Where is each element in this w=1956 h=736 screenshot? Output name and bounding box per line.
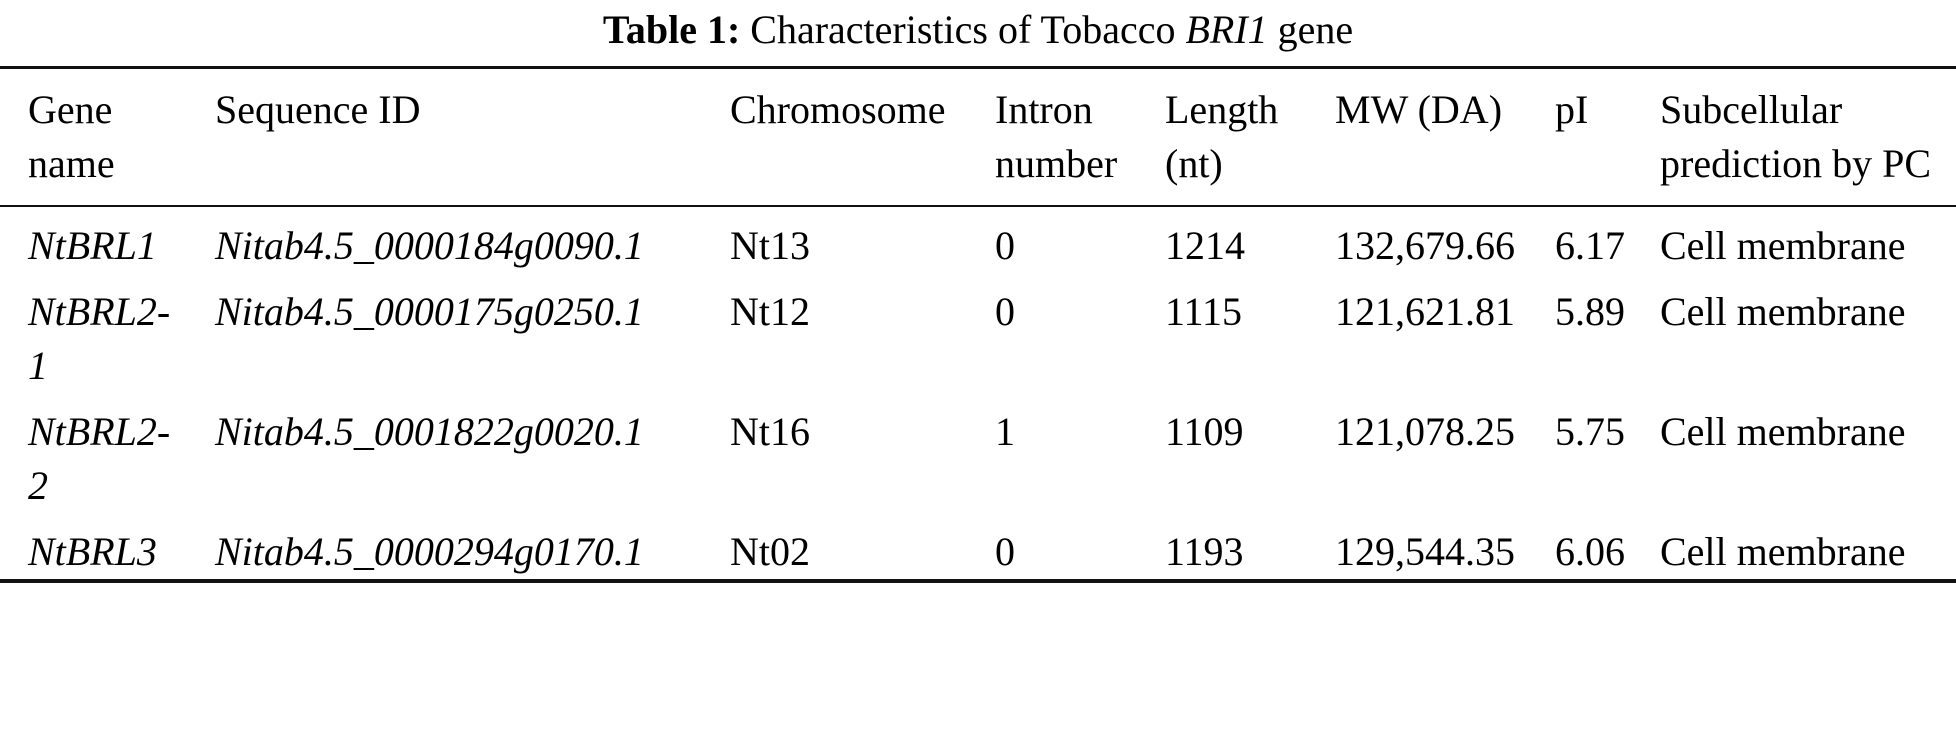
col-header-mw-da: MW (DA) xyxy=(1335,87,1503,132)
cell-chromosome: Nt12 xyxy=(730,289,810,334)
cell-subcellular-prediction: Cell membrane xyxy=(1660,223,1906,268)
cell-length-nt: 1193 xyxy=(1165,529,1244,574)
cell-pi: 5.89 xyxy=(1555,289,1625,334)
cell-sequence-id: Nitab4.5_0000175g0250.1 xyxy=(215,289,644,334)
cell-subcellular-prediction: Cell membrane xyxy=(1660,289,1906,334)
cell-intron-number: 0 xyxy=(995,223,1015,268)
table-row: NtBRL2-1 Nitab4.5_0000175g0250.1 Nt12 0 … xyxy=(0,273,1956,393)
col-header-intron-number: Intron number xyxy=(995,87,1118,186)
table-body: NtBRL1 Nitab4.5_0000184g0090.1 Nt13 0 12… xyxy=(0,206,1956,581)
cell-length-nt: 1214 xyxy=(1165,223,1245,268)
cell-length-nt: 1109 xyxy=(1165,409,1244,454)
cell-intron-number: 0 xyxy=(995,529,1015,574)
col-header-pi: pI xyxy=(1555,87,1589,132)
table-caption: Table 1: Characteristics of Tobacco BRI1… xyxy=(0,0,1956,56)
col-header-gene-name: Gene name xyxy=(28,87,115,186)
table-row: NtBRL1 Nitab4.5_0000184g0090.1 Nt13 0 12… xyxy=(0,206,1956,273)
gene-characteristics-table: Gene name Sequence ID Chromosome Intron … xyxy=(0,66,1956,583)
cell-sequence-id: Nitab4.5_0000184g0090.1 xyxy=(215,223,644,268)
cell-intron-number: 1 xyxy=(995,409,1015,454)
cell-gene-name: NtBRL1 xyxy=(28,223,157,268)
cell-mw-da: 121,621.81 xyxy=(1335,289,1515,334)
cell-gene-name: NtBRL2-2 xyxy=(28,409,171,508)
cell-mw-da: 129,544.35 xyxy=(1335,529,1515,574)
cell-mw-da: 132,679.66 xyxy=(1335,223,1515,268)
table-header: Gene name Sequence ID Chromosome Intron … xyxy=(0,68,1956,206)
col-header-length-nt: Length (nt) xyxy=(1165,87,1279,186)
cell-pi: 6.17 xyxy=(1555,223,1625,268)
cell-chromosome: Nt13 xyxy=(730,223,810,268)
cell-pi: 6.06 xyxy=(1555,529,1625,574)
table-caption-suffix: gene xyxy=(1277,7,1354,52)
cell-pi: 5.75 xyxy=(1555,409,1625,454)
cell-mw-da: 121,078.25 xyxy=(1335,409,1515,454)
table-caption-label: Table 1: xyxy=(602,7,741,52)
cell-chromosome: Nt02 xyxy=(730,529,810,574)
cell-intron-number: 0 xyxy=(995,289,1015,334)
header-row: Gene name Sequence ID Chromosome Intron … xyxy=(0,68,1956,206)
cell-sequence-id: Nitab4.5_0001822g0020.1 xyxy=(215,409,644,454)
cell-gene-name: NtBRL3 xyxy=(28,529,157,574)
table-row: NtBRL2-2 Nitab4.5_0001822g0020.1 Nt16 1 … xyxy=(0,393,1956,513)
table-caption-gene-name: BRI1 xyxy=(1185,7,1268,52)
col-header-subcellular-prediction: Subcellular prediction by PC xyxy=(1660,87,1932,186)
table-caption-text: Characteristics of Tobacco xyxy=(750,7,1176,52)
cell-subcellular-prediction: Cell membrane xyxy=(1660,529,1906,574)
table-row: NtBRL3 Nitab4.5_0000294g0170.1 Nt02 0 11… xyxy=(0,513,1956,581)
cell-length-nt: 1115 xyxy=(1165,289,1243,334)
cell-gene-name: NtBRL2-1 xyxy=(28,289,171,388)
cell-sequence-id: Nitab4.5_0000294g0170.1 xyxy=(215,529,644,574)
col-header-chromosome: Chromosome xyxy=(730,87,946,132)
cell-subcellular-prediction: Cell membrane xyxy=(1660,409,1906,454)
cell-chromosome: Nt16 xyxy=(730,409,810,454)
col-header-sequence-id: Sequence ID xyxy=(215,87,421,132)
